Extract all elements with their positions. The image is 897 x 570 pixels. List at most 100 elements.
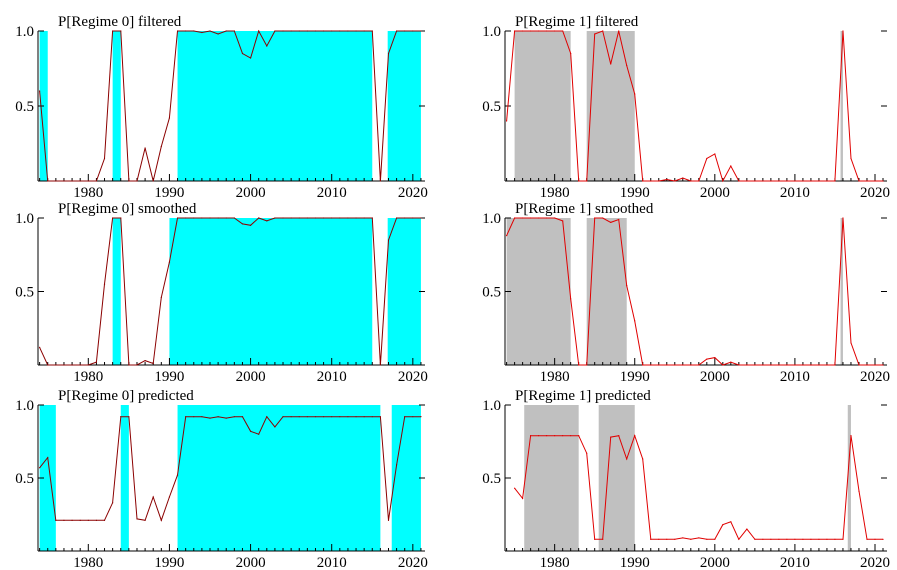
data-point: [578, 364, 580, 366]
y-tick-label: 0.5: [15, 471, 34, 487]
data-point: [706, 157, 708, 160]
data-point: [778, 364, 780, 366]
data-point: [71, 364, 73, 366]
data-point: [802, 538, 804, 540]
data-point: [714, 357, 716, 359]
data-point: [371, 30, 373, 32]
data-point: [87, 180, 89, 182]
data-point: [650, 364, 652, 366]
data-point: [160, 145, 162, 148]
data-point: [79, 180, 81, 182]
data-point: [266, 220, 268, 222]
data-point: [249, 430, 252, 432]
data-point: [546, 30, 548, 32]
data-point: [185, 217, 187, 219]
data-point: [770, 180, 772, 182]
regime-shade-band: [840, 218, 843, 365]
x-tick-label: 2000: [700, 369, 730, 385]
data-point: [538, 435, 540, 437]
data-point: [128, 180, 130, 182]
data-point: [87, 364, 89, 366]
data-point: [314, 30, 317, 32]
data-point: [730, 361, 732, 363]
regime-shade-band: [120, 405, 129, 551]
data-point: [522, 217, 524, 219]
data-point: [826, 180, 828, 182]
data-point: [730, 165, 732, 167]
y-tick-label: 0.5: [482, 285, 501, 301]
data-point: [506, 235, 508, 237]
x-tick-label: 1990: [620, 369, 650, 385]
data-point: [834, 538, 836, 540]
data-point: [201, 217, 203, 219]
data-point: [618, 435, 620, 437]
data-point: [103, 519, 106, 521]
data-point: [209, 30, 211, 32]
data-point: [794, 180, 796, 182]
data-point: [586, 180, 588, 182]
data-point: [241, 223, 244, 225]
data-point: [650, 538, 652, 540]
data-point: [538, 217, 540, 219]
data-point: [690, 364, 692, 366]
data-point: [666, 538, 668, 540]
data-point: [95, 180, 98, 182]
data-point: [185, 30, 187, 32]
data-point: [738, 364, 740, 366]
regime-shading: [39, 31, 421, 181]
data-point: [63, 364, 65, 366]
x-tick-label: 1980: [73, 555, 103, 570]
data-point: [339, 217, 341, 219]
data-point: [339, 416, 341, 418]
probability-line: [39, 217, 421, 366]
x-tick-label: 2020: [398, 555, 428, 570]
data-point: [522, 497, 524, 500]
data-point: [514, 487, 516, 489]
data-point: [858, 364, 860, 366]
x-tick-label: 2000: [236, 185, 266, 201]
x-tick-label: 1990: [620, 555, 650, 570]
data-point: [103, 283, 106, 285]
data-point: [626, 285, 628, 287]
data-point: [562, 435, 564, 437]
y-tick-label: 0.5: [15, 285, 34, 301]
data-point: [826, 538, 828, 540]
data-point: [387, 239, 390, 241]
data-point: [570, 298, 572, 300]
x-tick-label: 1980: [540, 185, 570, 201]
data-point: [802, 180, 804, 182]
data-point: [858, 180, 860, 182]
data-point: [850, 342, 852, 344]
panel-regime0-smoothed: P[Regime 0] smoothed 0.5 1.0 1980 1990 2000 2…: [15, 201, 428, 385]
data-point: [363, 217, 365, 219]
data-point: [298, 217, 300, 219]
data-point: [698, 364, 700, 366]
probability-line: [506, 30, 883, 183]
regime-shading: [514, 31, 843, 181]
regime-shade-band: [506, 218, 571, 365]
data-point: [874, 180, 876, 182]
y-tick-label: 1.0: [15, 398, 34, 414]
x-tick-label: 2010: [780, 555, 810, 570]
data-point: [682, 537, 684, 539]
data-point: [674, 538, 676, 540]
data-point: [55, 364, 57, 366]
data-point: [136, 180, 138, 182]
data-point: [225, 417, 227, 419]
data-point: [420, 217, 422, 219]
regime-shade-band: [847, 405, 851, 551]
probability-line: [39, 29, 421, 182]
data-point: [79, 519, 81, 521]
data-point: [387, 519, 390, 521]
data-point: [754, 538, 756, 540]
data-points: [39, 30, 422, 182]
data-point: [714, 153, 716, 155]
data-point: [618, 30, 620, 32]
data-point: [578, 435, 580, 437]
data-point: [379, 416, 381, 418]
data-point: [674, 180, 676, 182]
data-point: [522, 30, 524, 32]
data-point: [866, 180, 868, 182]
data-point: [530, 435, 532, 437]
data-point: [842, 538, 844, 540]
